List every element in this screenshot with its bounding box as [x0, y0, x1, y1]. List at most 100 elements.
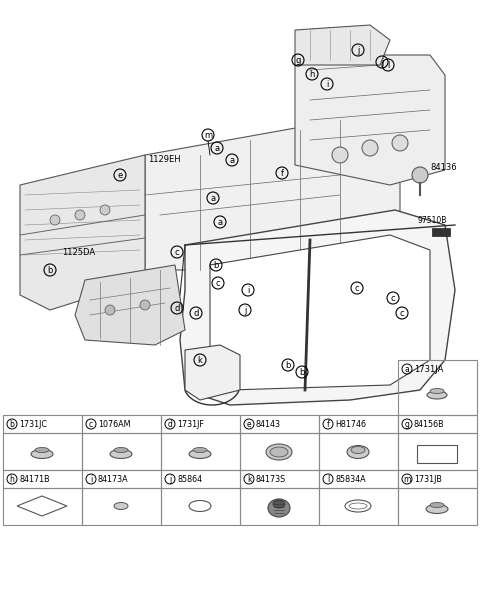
Bar [161, 470, 240, 488]
Text: d: d [168, 419, 172, 429]
Text: 85864: 85864 [177, 474, 202, 484]
Text: c: c [355, 283, 360, 293]
Bar [432, 228, 450, 236]
Bar [82, 433, 161, 470]
Bar [319, 488, 398, 525]
Text: a: a [215, 144, 219, 153]
Circle shape [362, 140, 378, 156]
Ellipse shape [189, 450, 211, 458]
Ellipse shape [273, 500, 285, 508]
Text: c: c [400, 309, 404, 317]
Polygon shape [180, 210, 455, 405]
Text: k: k [247, 474, 251, 484]
Text: 85834A: 85834A [335, 474, 366, 484]
Polygon shape [210, 235, 430, 390]
Bar [161, 415, 240, 433]
Text: c: c [175, 248, 180, 256]
Text: g: g [295, 55, 300, 65]
Bar [398, 470, 477, 488]
Circle shape [50, 215, 60, 225]
Text: d: d [193, 309, 199, 317]
Text: 1731JB: 1731JB [414, 474, 442, 484]
Bar [398, 433, 477, 470]
Text: m: m [403, 474, 411, 484]
Text: l: l [387, 60, 389, 70]
Bar [3, 415, 82, 433]
Circle shape [100, 205, 110, 215]
Text: b: b [300, 368, 305, 376]
Polygon shape [145, 120, 400, 270]
Ellipse shape [351, 447, 365, 453]
Text: 1076AM: 1076AM [98, 419, 131, 429]
Text: 1731JF: 1731JF [177, 419, 204, 429]
Text: b: b [285, 360, 291, 370]
Text: 84136: 84136 [430, 163, 456, 172]
Ellipse shape [347, 445, 369, 458]
Circle shape [140, 300, 150, 310]
Ellipse shape [114, 447, 128, 453]
Text: b: b [10, 419, 14, 429]
Text: e: e [247, 419, 252, 429]
Circle shape [75, 210, 85, 220]
Bar [398, 488, 477, 525]
Circle shape [332, 147, 348, 163]
Ellipse shape [31, 450, 53, 458]
Text: i: i [326, 79, 328, 89]
Text: a: a [405, 365, 409, 373]
Text: 1125DA: 1125DA [62, 248, 95, 257]
Ellipse shape [268, 499, 290, 517]
Bar [82, 415, 161, 433]
Text: l: l [327, 474, 329, 484]
Text: c: c [216, 278, 220, 288]
Text: c: c [89, 419, 93, 429]
Text: b: b [213, 261, 219, 270]
Text: g: g [405, 419, 409, 429]
Ellipse shape [266, 444, 292, 460]
Bar [398, 415, 477, 433]
Bar [240, 470, 319, 488]
Text: h: h [309, 70, 315, 78]
Text: 84171B: 84171B [19, 474, 49, 484]
Text: d: d [174, 304, 180, 312]
Text: h: h [10, 474, 14, 484]
Text: 1129EH: 1129EH [148, 155, 180, 164]
Bar [319, 470, 398, 488]
Bar [240, 415, 319, 433]
Bar [319, 433, 398, 470]
Ellipse shape [427, 391, 447, 399]
Text: 84156B: 84156B [414, 419, 444, 429]
Bar [82, 470, 161, 488]
Ellipse shape [193, 447, 207, 453]
Bar [3, 433, 82, 470]
Text: j: j [169, 474, 171, 484]
Bar [240, 433, 319, 470]
Ellipse shape [114, 503, 128, 509]
Text: 84143: 84143 [256, 419, 281, 429]
Text: i: i [90, 474, 92, 484]
Ellipse shape [110, 450, 132, 458]
Bar [319, 415, 398, 433]
Text: 84173S: 84173S [256, 474, 286, 484]
Text: j: j [357, 46, 359, 54]
Text: a: a [210, 193, 216, 203]
Text: a: a [217, 217, 223, 227]
Text: b: b [48, 265, 53, 275]
Text: 1731JA: 1731JA [414, 365, 444, 373]
Text: f: f [280, 169, 284, 177]
Text: H81746: H81746 [335, 419, 366, 429]
Text: m: m [204, 131, 212, 139]
Text: j: j [244, 306, 246, 315]
Bar [82, 488, 161, 525]
Bar [398, 360, 477, 415]
Circle shape [412, 167, 428, 183]
Text: e: e [118, 171, 122, 179]
Bar [3, 488, 82, 525]
Bar [161, 488, 240, 525]
Text: i: i [247, 285, 249, 294]
Polygon shape [20, 155, 145, 310]
Polygon shape [75, 265, 185, 345]
Ellipse shape [430, 503, 444, 508]
Polygon shape [295, 55, 445, 185]
Polygon shape [295, 25, 390, 65]
Text: f: f [326, 419, 329, 429]
